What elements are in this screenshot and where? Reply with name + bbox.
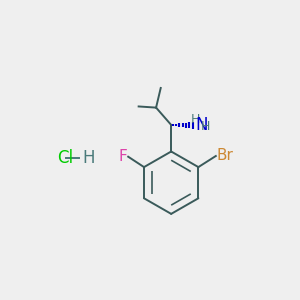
Text: H: H xyxy=(83,149,95,167)
Text: H: H xyxy=(191,113,200,126)
Text: H: H xyxy=(200,120,210,133)
Text: Br: Br xyxy=(217,148,233,163)
Text: F: F xyxy=(119,149,128,164)
Text: N: N xyxy=(196,116,208,134)
Text: Cl: Cl xyxy=(57,149,74,167)
